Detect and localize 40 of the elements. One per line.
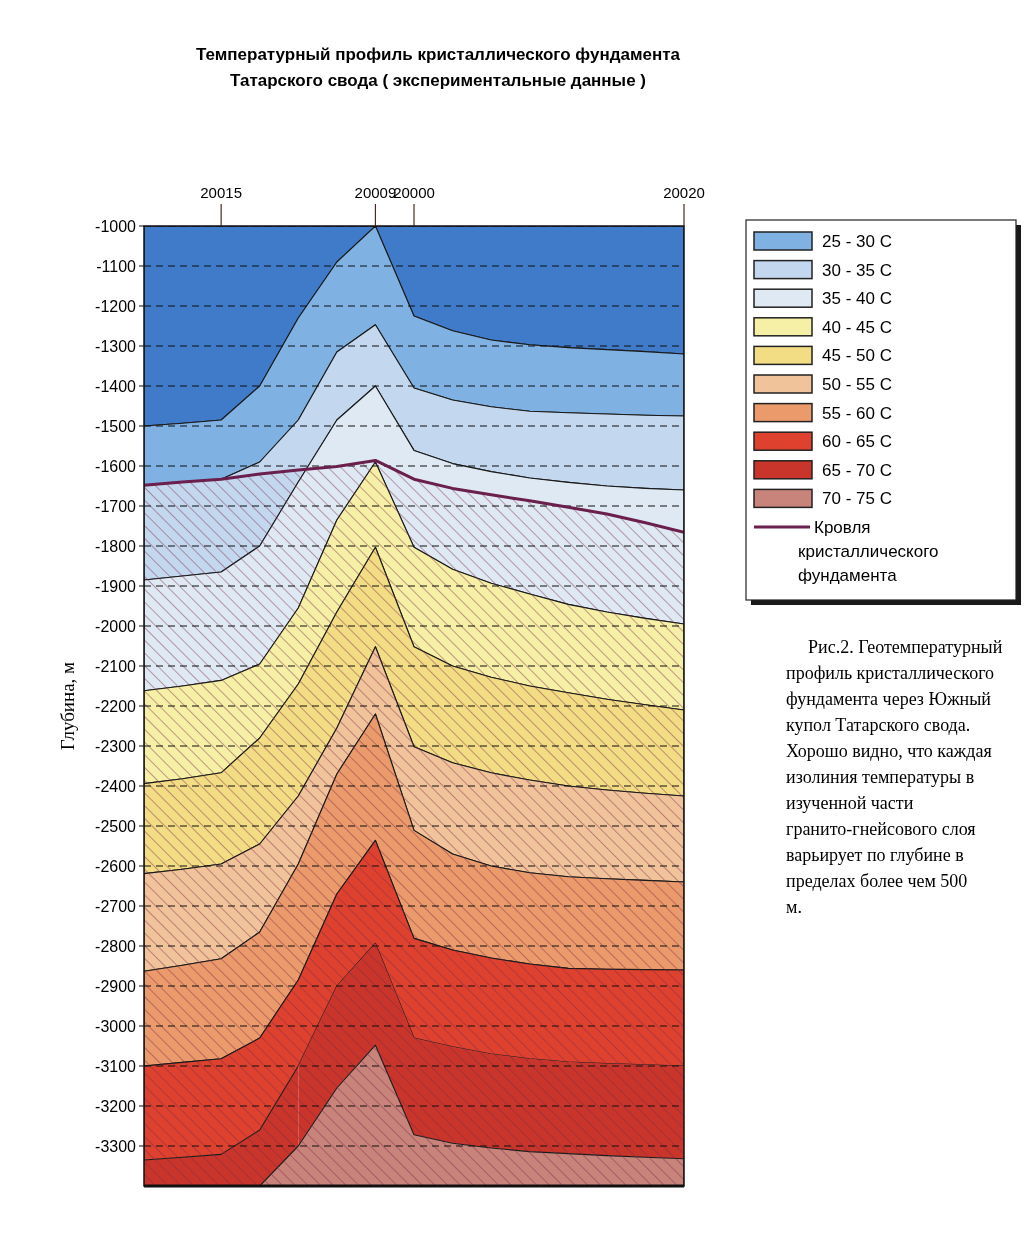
- legend-label: 50 - 55 C: [822, 375, 892, 394]
- x-tick-label: 20020: [663, 184, 705, 201]
- y-axis-title: Глубина, м: [57, 661, 78, 751]
- y-tick-label: -1100: [96, 258, 137, 275]
- y-tick-label: -1700: [95, 498, 137, 515]
- y-tick-label: -1900: [95, 578, 137, 595]
- legend-label: 25 - 30 C: [822, 232, 892, 251]
- y-tick-label: -2300: [95, 738, 137, 755]
- text: Рис.2. Геотемпературный профиль кристаллического фундамента через Южный купол Татарского свода. Хорошо видно, что каждая изолиния температуры в изученной части гранито-гнейсового слоя варьирует по глубине в пределах более чем 500 м.: [786, 637, 1003, 917]
- legend-label: 70 - 75 C: [822, 489, 892, 509]
- y-tick-label: -2800: [95, 938, 137, 955]
- y-tick-label: -2600: [95, 858, 137, 875]
- y-tick-label: -2900: [95, 978, 137, 995]
- legend-label: Кровля кристаллического фундамента: [798, 518, 939, 585]
- y-tick-label: -2100: [95, 658, 137, 675]
- y-tick-label: -1000: [95, 218, 137, 235]
- y-tick-label: -1800: [95, 538, 137, 555]
- y-tick-label: -2400: [95, 778, 137, 795]
- legend-label: 35 - 40 C: [822, 289, 892, 309]
- legend-label: 65 - 70 C: [822, 460, 892, 480]
- y-tick-label: -3200: [95, 1098, 137, 1115]
- y-tick-label: -1400: [95, 378, 137, 395]
- y-tick-label: -2700: [95, 898, 137, 915]
- legend-label: 40 - 45 C: [822, 317, 892, 337]
- y-tick-label: -2500: [95, 818, 137, 835]
- y-tick-label: -1200: [95, 298, 137, 315]
- legend-label: 55 - 60 C: [822, 403, 892, 423]
- y-tick-label: -2000: [95, 618, 137, 635]
- y-tick-label: -3100: [95, 1058, 137, 1075]
- y-tick-label: -1600: [95, 458, 137, 475]
- y-tick-label: -3300: [95, 1138, 137, 1155]
- y-tick-label: -1500: [95, 418, 137, 435]
- y-tick-label: -3000: [95, 1018, 137, 1035]
- legend-label: 30 - 35 C: [822, 260, 892, 280]
- legend-label: 45 - 50 C: [822, 346, 892, 366]
- chart-title: Температурный профиль кристаллического фундамента Татарского свода ( экспериментальные данные ): [195, 45, 681, 90]
- y-tick-label: -1300: [95, 338, 137, 355]
- x-tick-label: 20015: [200, 184, 242, 201]
- legend-label: 60 - 65 C: [822, 432, 892, 452]
- y-tick-label: -2200: [95, 698, 137, 715]
